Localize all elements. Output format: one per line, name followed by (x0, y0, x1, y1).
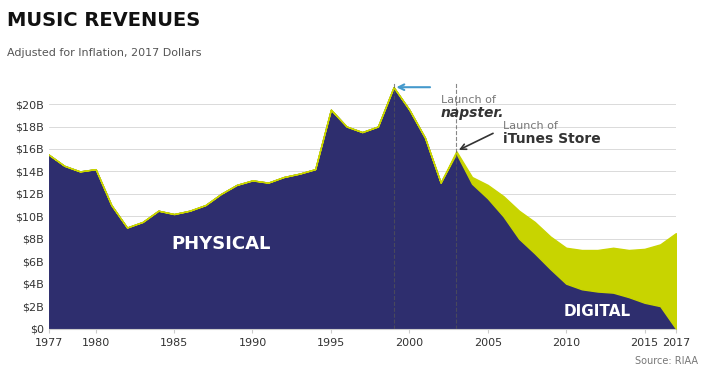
Text: Launch of: Launch of (441, 95, 496, 105)
Text: Source: RIAA: Source: RIAA (635, 356, 698, 366)
Text: napster.: napster. (441, 106, 504, 120)
Text: Launch of: Launch of (503, 121, 558, 131)
Text: PHYSICAL: PHYSICAL (171, 235, 271, 253)
Text: DIGITAL: DIGITAL (564, 304, 631, 319)
Text: MUSIC REVENUES: MUSIC REVENUES (7, 11, 200, 30)
Text: iTunes Store: iTunes Store (503, 132, 601, 146)
Text: Adjusted for Inflation, 2017 Dollars: Adjusted for Inflation, 2017 Dollars (7, 48, 202, 58)
